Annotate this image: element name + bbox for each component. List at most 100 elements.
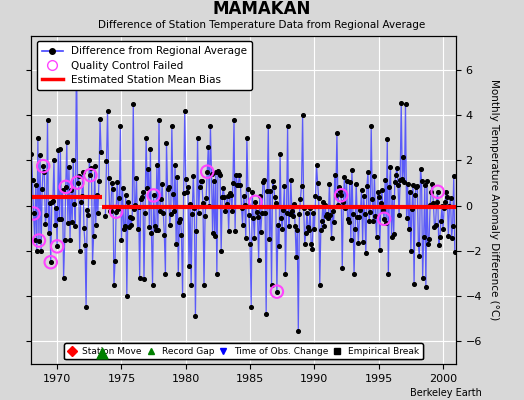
Point	[138, 194, 146, 200]
Point	[130, 206, 138, 212]
Point	[200, 282, 208, 288]
Point	[426, 202, 434, 208]
Point	[237, 205, 246, 211]
Point	[191, 313, 200, 319]
Point	[328, 234, 336, 241]
Point	[345, 178, 354, 185]
Point	[75, 248, 84, 254]
Point	[218, 194, 226, 200]
Point	[101, 212, 110, 219]
Point	[79, 168, 87, 175]
Point	[391, 172, 400, 179]
Point	[363, 182, 371, 189]
Point	[30, 236, 39, 243]
Point	[423, 177, 431, 184]
Point	[412, 184, 420, 190]
Point	[274, 222, 282, 229]
Point	[145, 224, 154, 230]
Point	[224, 228, 233, 234]
Point	[268, 178, 277, 184]
Point	[43, 116, 52, 123]
Point	[132, 174, 140, 181]
Point	[46, 200, 54, 206]
Point	[251, 199, 259, 205]
Point	[86, 172, 94, 178]
Point	[159, 209, 168, 216]
Point	[155, 116, 163, 123]
Point	[290, 201, 298, 207]
Point	[361, 210, 369, 217]
Point	[428, 181, 436, 187]
Point	[211, 232, 219, 239]
Point	[351, 226, 359, 232]
Point	[74, 172, 83, 179]
Point	[446, 194, 455, 201]
Point	[278, 226, 287, 232]
Point	[322, 213, 330, 220]
Point	[243, 135, 251, 141]
Point	[144, 166, 152, 173]
Point	[98, 350, 106, 356]
Point	[60, 237, 69, 244]
Point	[366, 209, 374, 215]
Point	[84, 212, 92, 218]
Point	[111, 258, 119, 265]
Point	[321, 202, 329, 208]
Point	[254, 214, 262, 220]
Point	[51, 222, 59, 228]
Point	[146, 146, 155, 152]
Point	[372, 212, 380, 219]
Point	[103, 108, 112, 114]
Point	[133, 225, 141, 232]
Point	[230, 116, 238, 123]
Point	[167, 210, 175, 217]
Point	[319, 199, 327, 205]
Point	[408, 206, 416, 212]
Point	[154, 227, 162, 233]
Point	[320, 223, 328, 229]
Point	[416, 166, 424, 172]
Point	[340, 174, 348, 180]
Point	[142, 134, 150, 141]
Point	[241, 202, 249, 208]
Point	[281, 270, 290, 277]
Point	[405, 226, 413, 232]
Point	[438, 203, 446, 210]
Point	[373, 234, 381, 240]
Point	[140, 276, 148, 282]
Point	[199, 200, 207, 206]
Point	[265, 236, 274, 243]
Point	[182, 176, 190, 182]
Point	[443, 194, 452, 201]
Point	[85, 157, 93, 164]
Point	[415, 253, 423, 259]
Point	[383, 136, 391, 142]
Point	[411, 192, 419, 198]
Point	[226, 192, 235, 198]
Point	[204, 143, 212, 150]
Point	[430, 224, 439, 230]
Point	[66, 236, 74, 243]
Point	[349, 211, 357, 217]
Point	[32, 248, 41, 254]
Point	[72, 40, 81, 46]
Point	[239, 193, 248, 200]
Point	[337, 192, 345, 198]
Point	[300, 205, 308, 211]
Point	[335, 184, 343, 190]
Point	[123, 293, 131, 299]
Point	[403, 181, 412, 188]
Point	[402, 214, 411, 221]
Point	[217, 248, 225, 254]
Point	[90, 233, 98, 239]
Point	[343, 216, 352, 222]
Point	[249, 214, 257, 221]
Point	[292, 254, 300, 260]
Point	[381, 177, 389, 183]
Point	[210, 178, 218, 184]
Point	[206, 123, 215, 130]
Point	[174, 270, 182, 277]
Point	[308, 246, 316, 252]
Point	[296, 196, 304, 202]
Point	[112, 208, 121, 215]
